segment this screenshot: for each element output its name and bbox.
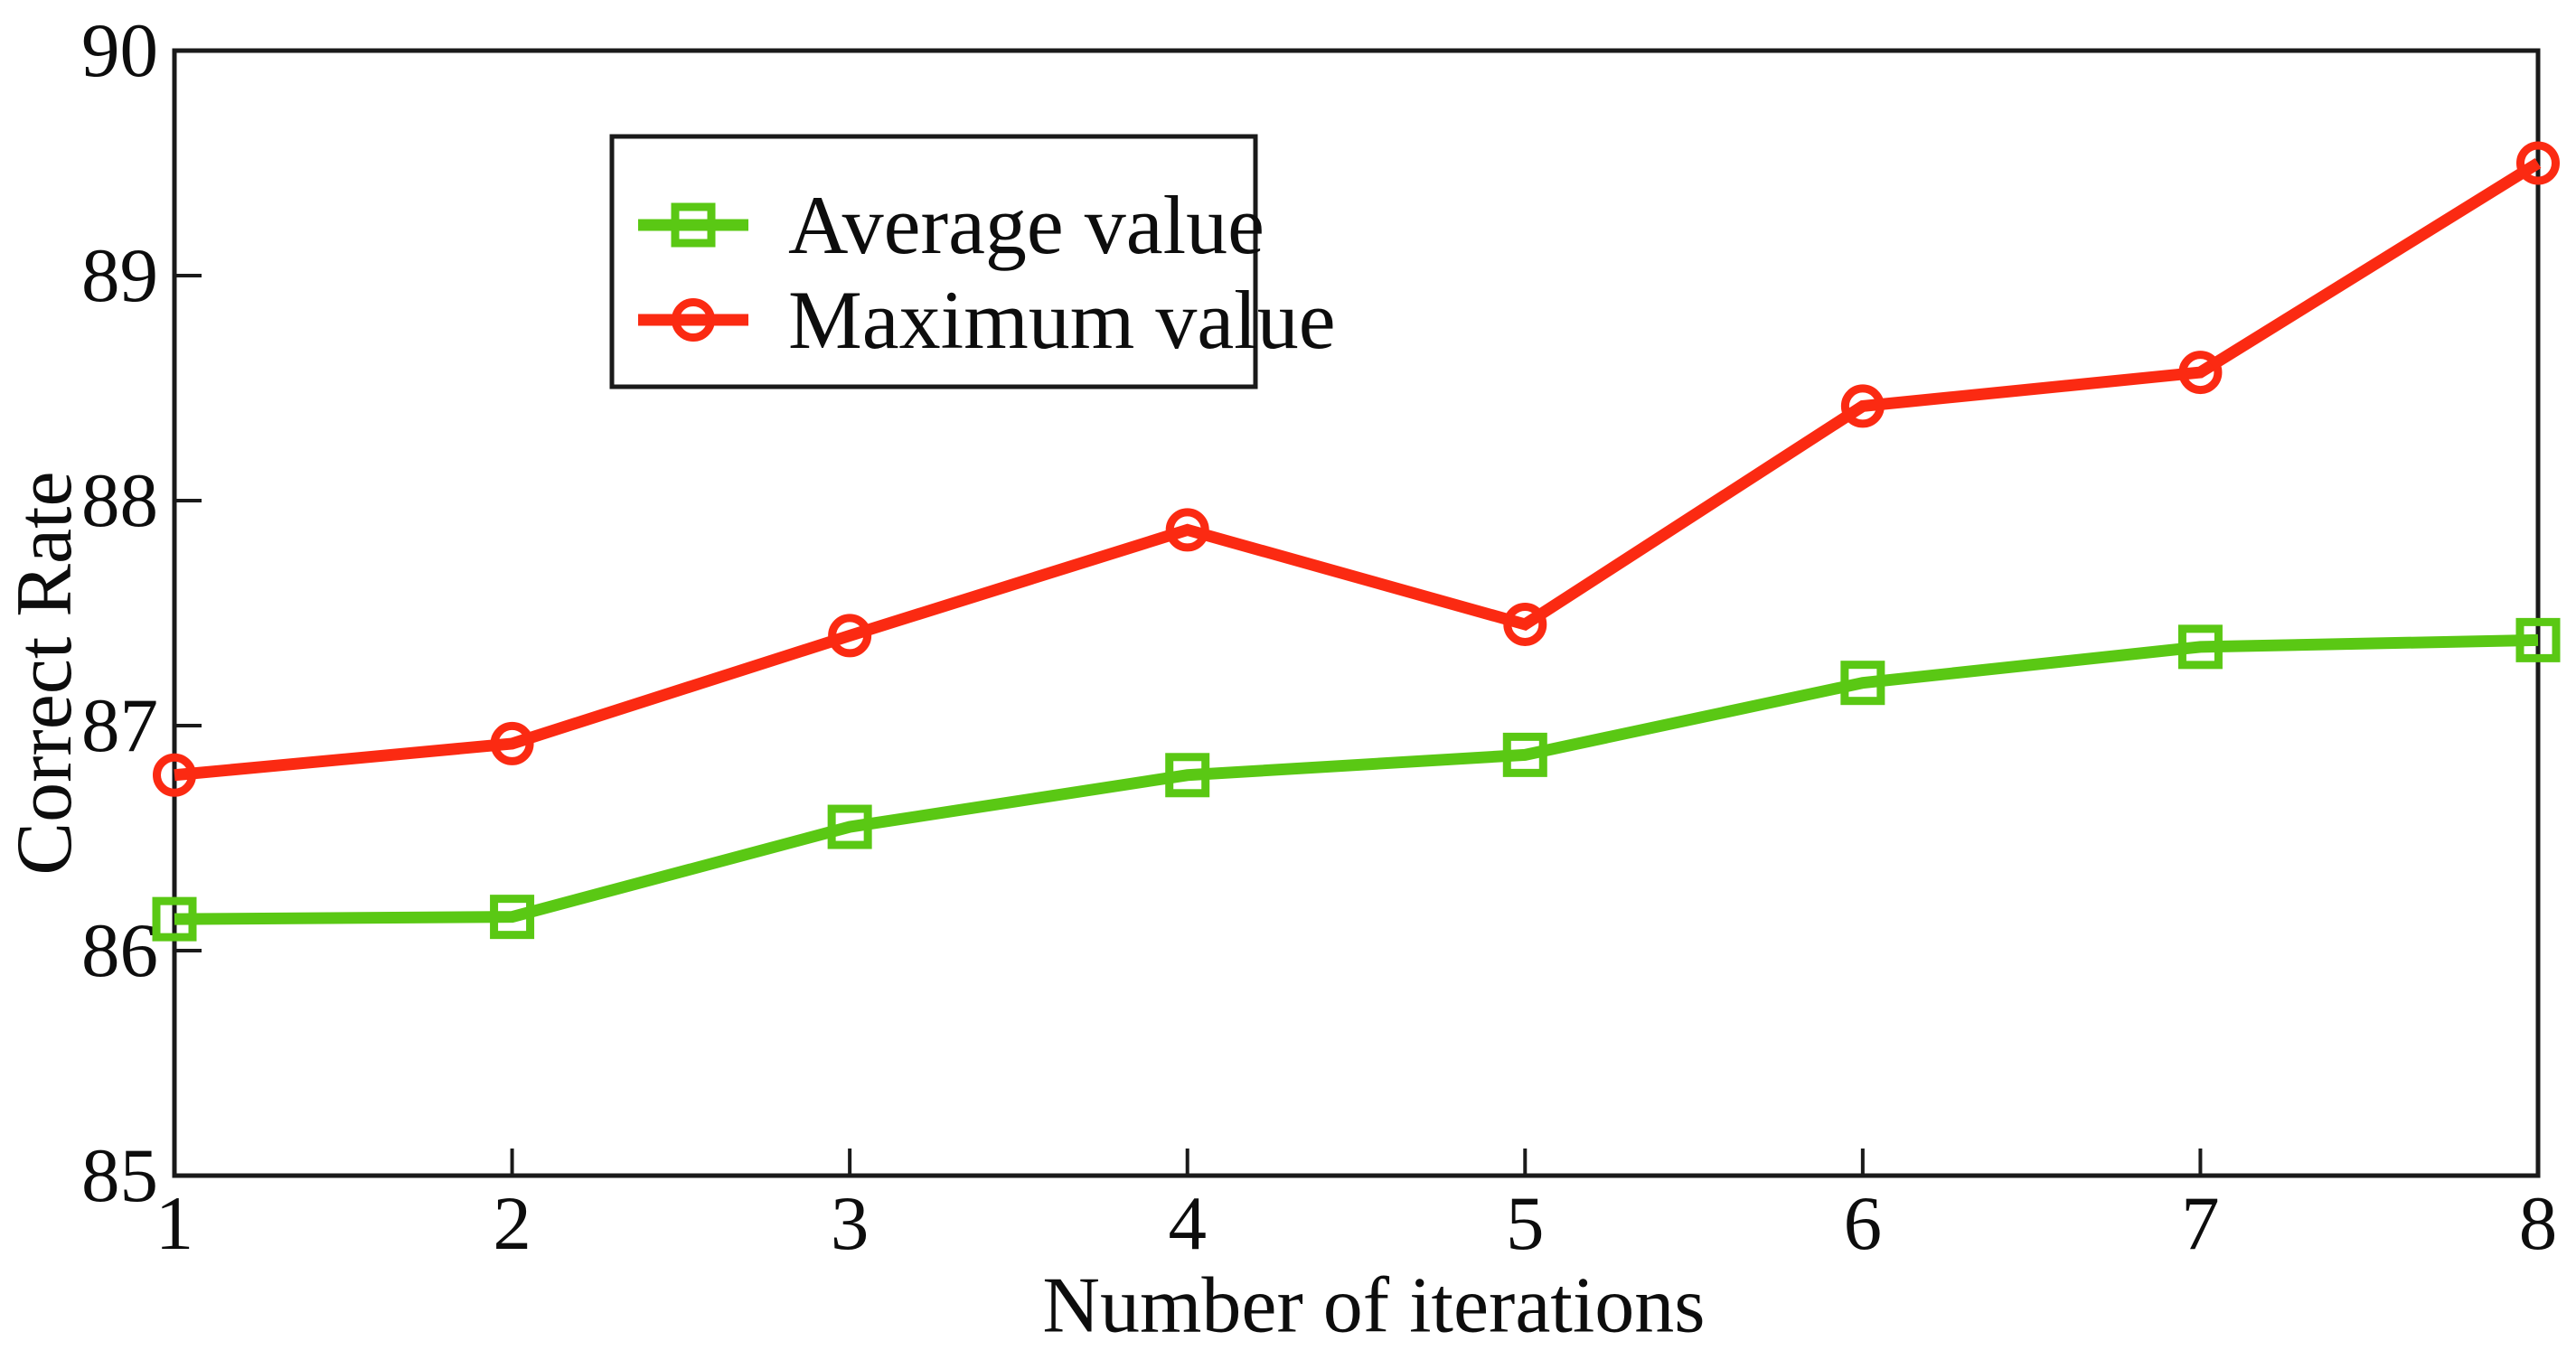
y-tick-label: 88 (81, 458, 158, 543)
y-axis-title: Correct Rate (1, 471, 89, 875)
x-tick-label: 2 (493, 1181, 531, 1266)
y-tick-label: 90 (81, 8, 158, 93)
series-layer (152, 141, 2561, 942)
y-tick-label: 89 (81, 233, 158, 318)
data-point-average-value (1840, 661, 1885, 706)
legend-border (609, 134, 1258, 389)
y-axis-tick-labels: 85 86 87 88 89 90 (81, 8, 158, 1218)
x-axis-ticks (173, 1149, 2540, 1176)
y-tick-label: 86 (81, 908, 158, 993)
series-line-maximum-value (174, 157, 2542, 782)
data-point-average-value (2515, 617, 2561, 662)
x-tick-label: 3 (831, 1181, 870, 1266)
data-point-maximum-value (1165, 508, 1209, 552)
x-tick-label: 1 (155, 1181, 194, 1266)
x-axis-title: Number of iterations (1042, 1262, 1705, 1350)
data-point-average-value (490, 895, 535, 940)
data-point-maximum-value (1503, 602, 1547, 646)
x-axis-tick-labels: 1 2 3 4 5 6 7 8 (155, 1181, 2558, 1266)
data-point-average-value (152, 896, 197, 942)
legend-label-maximum: Maximum value (788, 274, 1336, 366)
series-average-value (152, 617, 2561, 942)
legend-circle-marker-icon (672, 298, 715, 342)
data-point-maximum-value (2178, 351, 2223, 395)
x-tick-label: 5 (1506, 1181, 1545, 1266)
x-tick-label: 4 (1168, 1181, 1207, 1266)
data-point-maximum-value (1840, 384, 1885, 428)
data-point-maximum-value (153, 753, 196, 797)
series-maximum-value (153, 141, 2560, 797)
legend-box: Average value Maximum value (609, 134, 1336, 389)
data-point-average-value (2177, 624, 2223, 670)
data-point-maximum-value (828, 614, 872, 658)
y-tick-label: 85 (81, 1133, 158, 1218)
data-point-average-value (1165, 753, 1210, 798)
y-tick-label: 87 (81, 683, 158, 768)
x-tick-label: 8 (2519, 1181, 2558, 1266)
data-point-average-value (1502, 732, 1547, 777)
legend-square-marker-icon (671, 202, 716, 248)
legend-entry-average: Average value (638, 179, 1264, 271)
data-point-maximum-value (490, 721, 534, 765)
x-tick-label: 7 (2181, 1181, 2220, 1266)
x-tick-label: 6 (1844, 1181, 1883, 1266)
series-line-average-value (174, 633, 2539, 925)
legend-entry-maximum: Maximum value (638, 274, 1336, 366)
plot-area-border (172, 48, 2541, 1178)
data-point-average-value (827, 804, 872, 849)
legend-label-average: Average value (788, 179, 1264, 271)
data-point-maximum-value (2516, 141, 2560, 185)
y-axis-ticks (174, 49, 202, 1177)
